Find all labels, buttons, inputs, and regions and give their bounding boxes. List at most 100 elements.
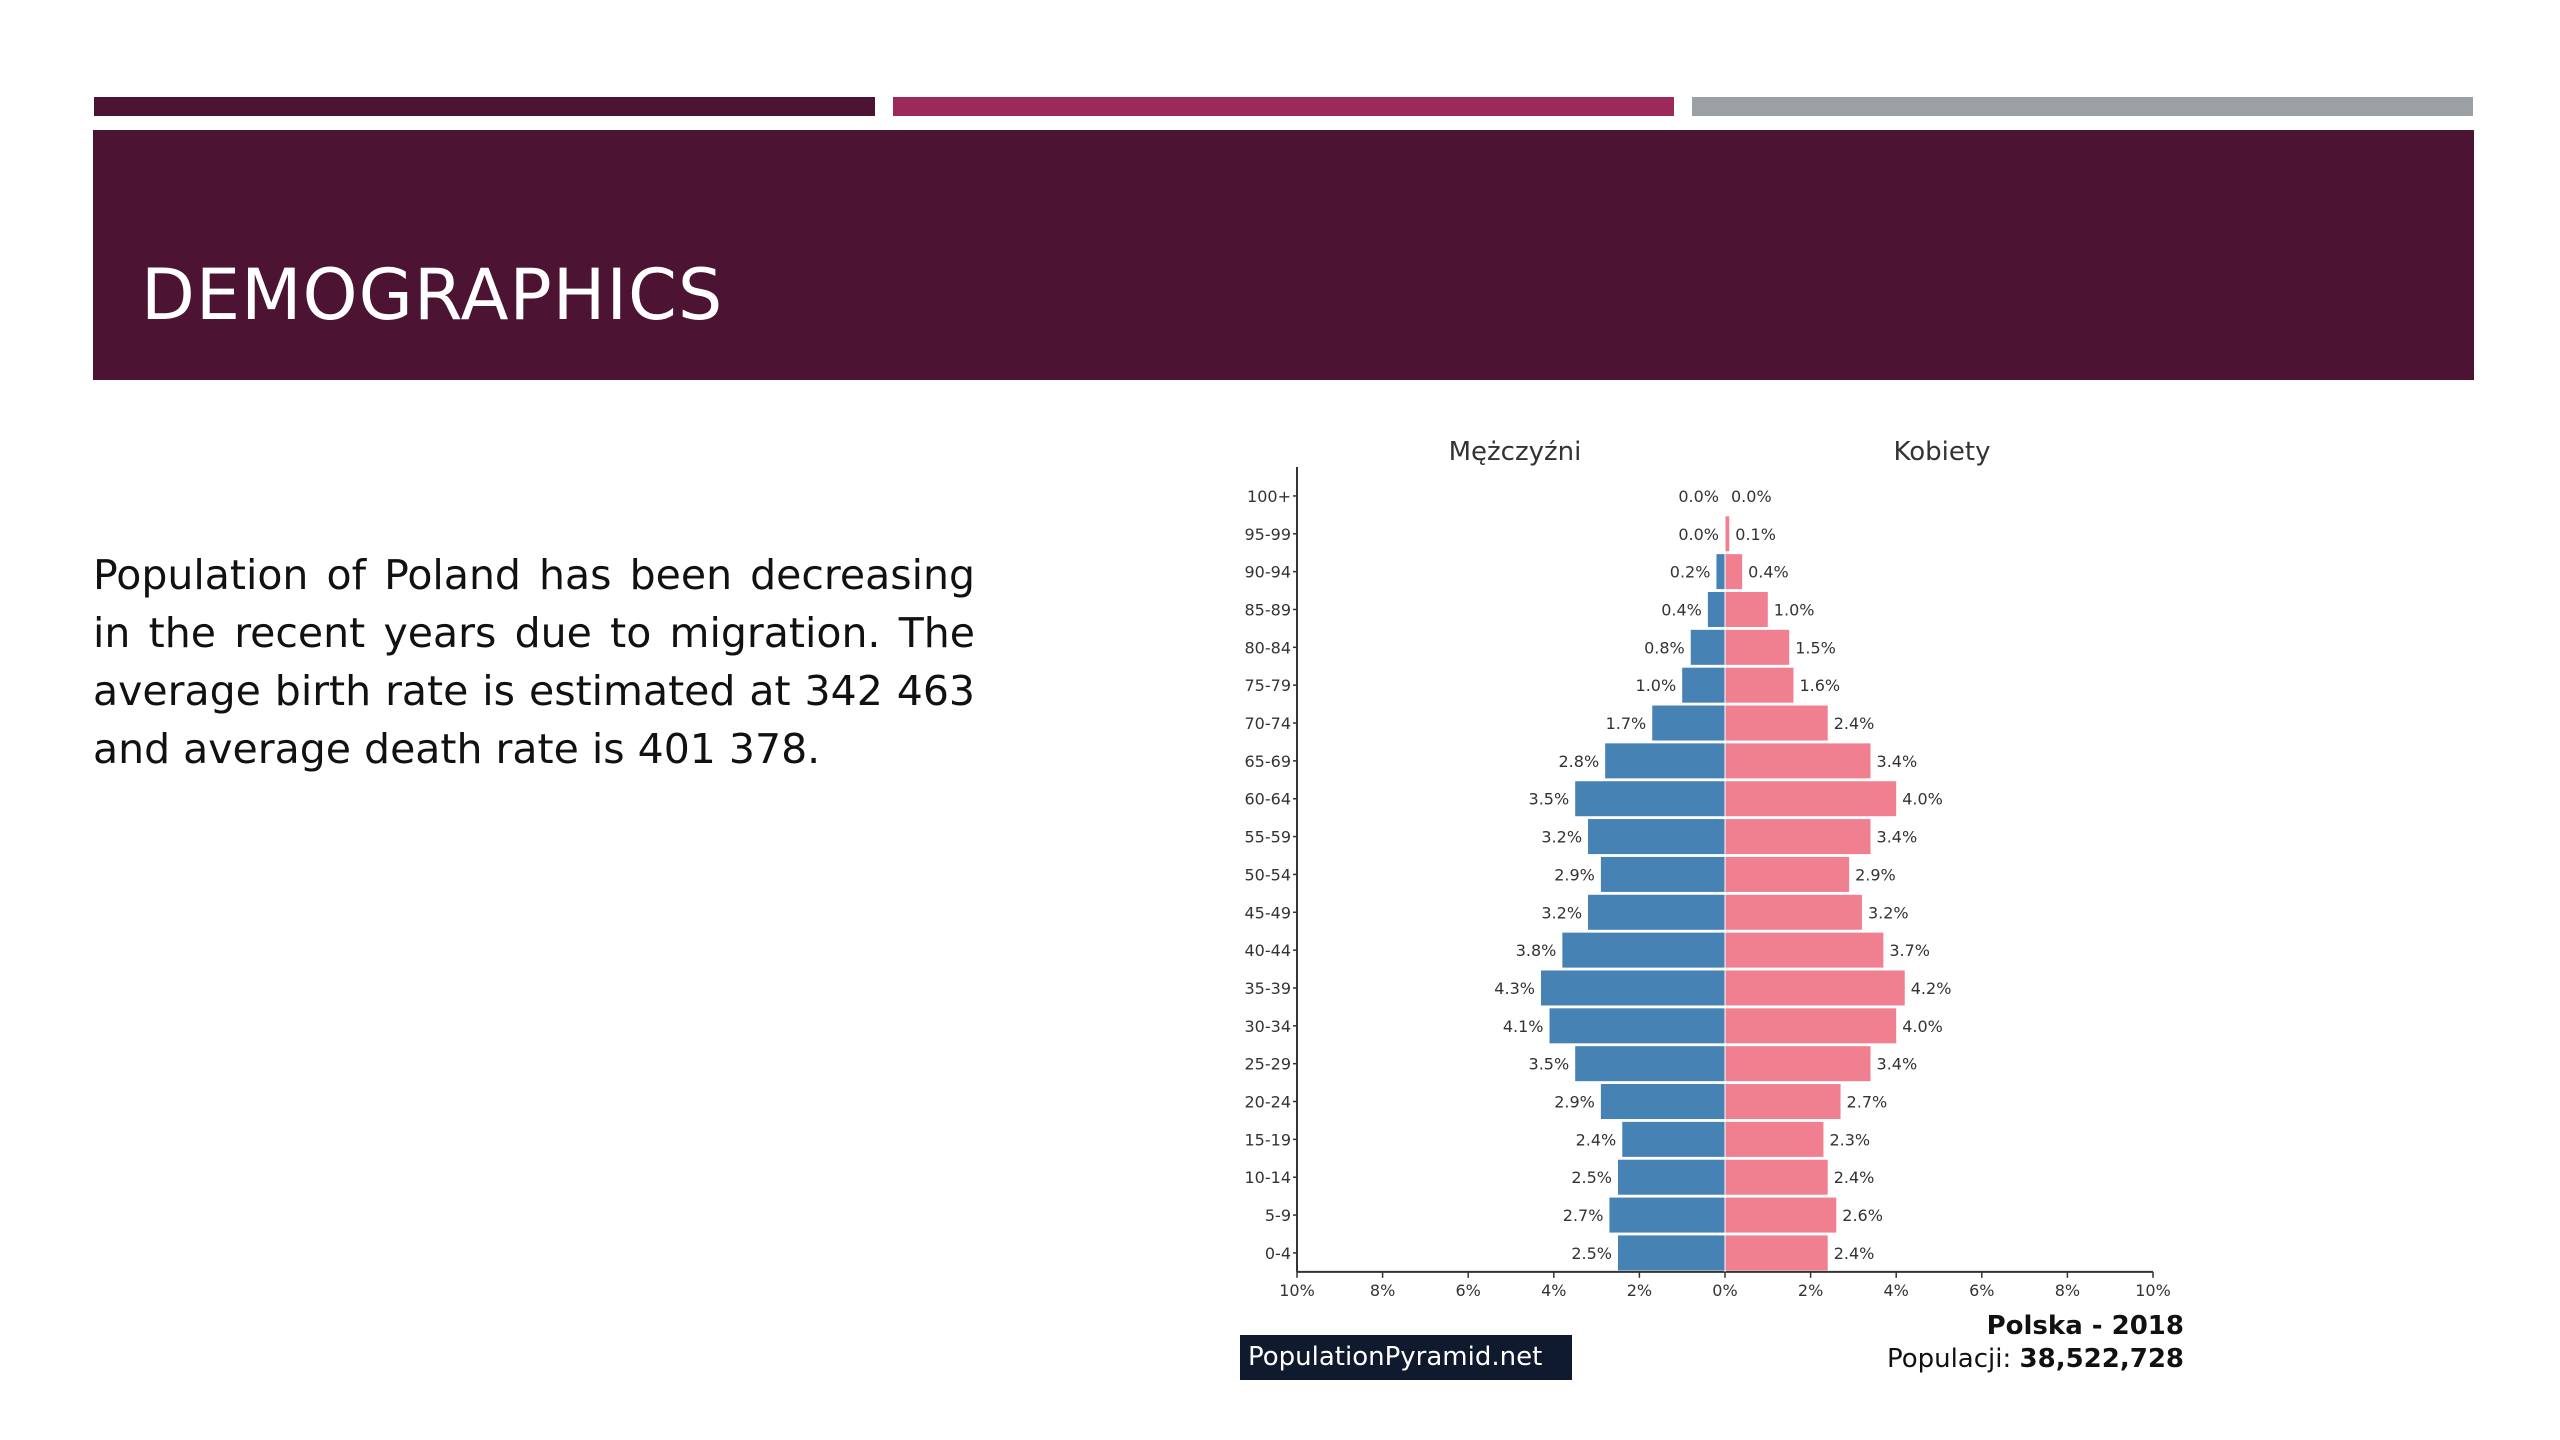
age-label: 50-54: [1245, 865, 1292, 884]
x-tick-label: 6%: [1969, 1281, 1994, 1300]
bar-male: [1575, 781, 1725, 817]
bar-male: [1549, 1008, 1725, 1044]
bar-female: [1725, 856, 1850, 892]
age-label: 100+: [1247, 487, 1291, 506]
label-female: 2.4%: [1834, 1168, 1875, 1187]
age-label: 25-29: [1245, 1055, 1292, 1074]
bar-female: [1725, 970, 1905, 1006]
label-male: 0.0%: [1678, 487, 1719, 506]
age-label: 40-44: [1245, 941, 1292, 960]
bar-male: [1600, 856, 1725, 892]
label-female: 2.4%: [1834, 714, 1875, 733]
bar-female: [1725, 1159, 1828, 1195]
label-female: 4.0%: [1902, 1017, 1943, 1036]
brand-badge[interactable]: PopulationPyramid.net: [1240, 1335, 1572, 1380]
bar-female: [1725, 1046, 1871, 1082]
population-pyramid: Mężczyźni Kobiety 100+ 0.0% 0.0% 95-99 0.0% 0.1…: [1230, 437, 2230, 1400]
bar-female: [1725, 743, 1871, 779]
label-female: 3.7%: [1889, 941, 1930, 960]
label-male: 0.4%: [1661, 600, 1702, 619]
label-female: 4.2%: [1911, 979, 1952, 998]
age-label: 0-4: [1265, 1244, 1291, 1263]
label-male: 3.8%: [1516, 941, 1557, 960]
x-tick-label: 10%: [2135, 1281, 2171, 1300]
bar-male: [1690, 629, 1725, 665]
label-male: 0.0%: [1678, 525, 1719, 544]
label-female: 2.6%: [1842, 1206, 1883, 1225]
bar-male: [1605, 743, 1725, 779]
x-tick-label: 2%: [1627, 1281, 1652, 1300]
bar-male: [1540, 970, 1725, 1006]
title-band: DEMOGRAPHICS: [93, 130, 2474, 380]
label-female: 1.0%: [1774, 600, 1815, 619]
bar-female: [1725, 932, 1884, 968]
label-male: 2.9%: [1554, 865, 1595, 884]
bar-male: [1682, 667, 1725, 703]
age-label: 5-9: [1265, 1206, 1291, 1225]
label-male: 2.7%: [1563, 1206, 1604, 1225]
label-female: 2.9%: [1855, 865, 1896, 884]
population-value: 38,522,728: [2019, 1344, 2184, 1374]
label-female: 1.5%: [1795, 638, 1836, 657]
bar-male: [1707, 591, 1725, 627]
bar-male: [1609, 1197, 1725, 1233]
label-female: 2.4%: [1834, 1244, 1875, 1263]
label-female: 3.4%: [1877, 752, 1918, 771]
label-female: 3.4%: [1877, 828, 1918, 847]
country-year: Polska - 2018: [1986, 1311, 2184, 1341]
bar-female: [1725, 1121, 1824, 1157]
age-label: 30-34: [1245, 1017, 1292, 1036]
age-label: 80-84: [1245, 638, 1292, 657]
x-tick-label: 10%: [1279, 1281, 1315, 1300]
bar-female: [1725, 591, 1768, 627]
bar-female: [1725, 1235, 1828, 1271]
bar-female: [1725, 554, 1743, 590]
bar-male: [1575, 1046, 1725, 1082]
population-label: Populacji:: [1886, 1344, 2012, 1374]
bar-male: [1622, 1121, 1725, 1157]
x-tick-label: 4%: [1884, 1281, 1909, 1300]
age-label: 35-39: [1245, 979, 1292, 998]
label-male: 1.0%: [1636, 676, 1677, 695]
x-tick-label: 6%: [1456, 1281, 1481, 1300]
label-male: 1.7%: [1606, 714, 1647, 733]
age-label: 90-94: [1245, 563, 1292, 582]
age-label: 15-19: [1245, 1130, 1292, 1149]
label-male: 2.8%: [1559, 752, 1600, 771]
bar-female: [1725, 629, 1790, 665]
series-name-male: Mężczyźni: [1449, 440, 1582, 467]
label-male: 2.4%: [1576, 1130, 1617, 1149]
bar-male: [1652, 705, 1725, 741]
label-male: 2.5%: [1571, 1244, 1612, 1263]
label-male: 3.5%: [1529, 1055, 1570, 1074]
label-male: 0.2%: [1670, 563, 1711, 582]
age-label: 85-89: [1245, 600, 1292, 619]
label-female: 3.2%: [1868, 903, 1909, 922]
age-label: 65-69: [1245, 752, 1292, 771]
footer-info: Polska - 2018 Populacji: 38,522,728: [1887, 1310, 2184, 1376]
bar-female: [1725, 516, 1730, 552]
series-name-female: Kobiety: [1894, 440, 1991, 467]
x-tick-label: 2%: [1798, 1281, 1823, 1300]
bar-male: [1716, 554, 1725, 590]
bar-male: [1600, 1084, 1725, 1120]
age-label: 75-79: [1245, 676, 1292, 695]
label-female: 0.1%: [1735, 525, 1776, 544]
label-female: 0.0%: [1731, 487, 1772, 506]
bar-female: [1725, 667, 1794, 703]
x-tick-label: 4%: [1541, 1281, 1566, 1300]
label-male: 3.2%: [1541, 828, 1582, 847]
label-male: 4.3%: [1494, 979, 1535, 998]
top-strip-grey: [1692, 97, 2473, 116]
label-male: 4.1%: [1503, 1017, 1544, 1036]
x-tick-label: 0%: [1712, 1281, 1737, 1300]
label-male: 0.8%: [1644, 638, 1685, 657]
bar-female: [1725, 781, 1897, 817]
x-tick-label: 8%: [2055, 1281, 2080, 1300]
x-tick-label: 8%: [1370, 1281, 1395, 1300]
bar-male: [1588, 894, 1725, 930]
bar-male: [1618, 1235, 1725, 1271]
label-male: 2.5%: [1571, 1168, 1612, 1187]
age-label: 55-59: [1245, 828, 1292, 847]
bar-female: [1725, 894, 1862, 930]
